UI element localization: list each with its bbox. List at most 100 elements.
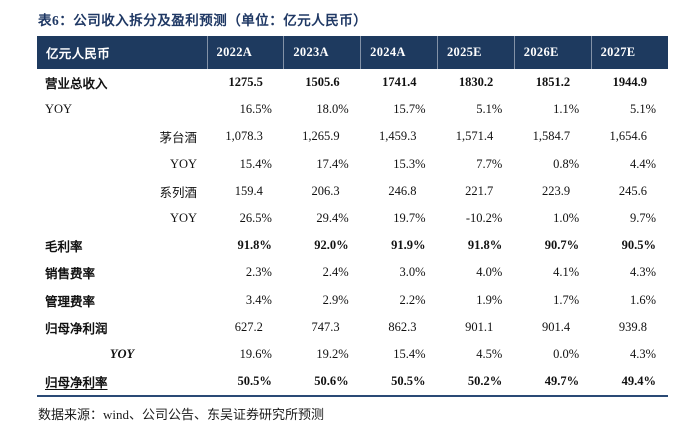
cell-value: 206.3 xyxy=(311,183,340,198)
cell-value: 4.4% xyxy=(629,156,656,171)
cell-value: 50.5% xyxy=(391,374,426,389)
table-row: YOY 16.5% 18.0% 15.7% 5.1% 1.1% 5.1% xyxy=(37,96,668,123)
cell-value: 91.9% xyxy=(391,238,426,253)
cell-value: 4.0% xyxy=(476,265,503,280)
cell-value: 627.2 xyxy=(234,319,263,334)
cell-value: 1830.2 xyxy=(458,75,494,90)
cell-value: 159.4 xyxy=(234,183,263,198)
cell-value: 246.8 xyxy=(388,183,417,198)
row-label: 茅台酒 xyxy=(159,131,198,146)
cell-value: 1.1% xyxy=(553,102,580,117)
cell-value: 90.7% xyxy=(544,238,580,253)
cell-value: 4.1% xyxy=(553,265,580,280)
cell-value: 15.4% xyxy=(239,156,272,171)
cell-value: 91.8% xyxy=(237,238,272,253)
cell-value: 0.0% xyxy=(553,346,580,361)
header-cell-year: 2024A xyxy=(360,36,438,69)
table-header-row: 亿元人民币 2022A 2023A 2024A 2025E 2026E 2027E xyxy=(37,36,668,69)
cell-value: 1,265.9 xyxy=(302,129,340,144)
row-label: YOY xyxy=(109,346,135,361)
cell-value: 1,459.3 xyxy=(378,129,417,144)
revenue-forecast-table: 亿元人民币 2022A 2023A 2024A 2025E 2026E 2027E 营业总收… xyxy=(37,36,668,398)
table-row: 系列酒 159.4 206.3 246.8 221.7 223.9 245.6 xyxy=(37,178,668,205)
table-row: 管理费率 3.4% 2.9% 2.2% 1.9% 1.7% 1.6% xyxy=(37,287,668,314)
cell-value: 19.7% xyxy=(393,211,426,226)
row-label: 营业总收入 xyxy=(45,77,108,92)
cell-value: 1944.9 xyxy=(612,75,647,90)
cell-value: 1,584.7 xyxy=(532,129,571,144)
header-cell-year: 2022A xyxy=(206,36,284,69)
cell-value: 92.0% xyxy=(314,238,349,253)
table-row: 营业总收入 1275.5 1505.6 1741.4 1830.2 1851.2 1944.… xyxy=(37,69,668,96)
cell-value: 4.3% xyxy=(629,346,656,361)
cell-value: 49.7% xyxy=(544,374,580,389)
cell-value: 2.3% xyxy=(245,265,272,280)
header-cell-year: 2023A xyxy=(283,36,361,69)
cell-value: 1851.2 xyxy=(535,75,571,90)
cell-value: 15.4% xyxy=(393,346,426,361)
row-label: 系列酒 xyxy=(159,185,198,200)
table-row: 归母净利润 627.2 747.3 862.3 901.1 901.4 939.8 xyxy=(37,314,668,341)
cell-value: 29.4% xyxy=(316,211,349,226)
data-source-note: 数据来源：wind、公司公告、东吴证券研究所预测 xyxy=(38,407,325,423)
row-label: YOY xyxy=(169,156,198,171)
cell-value: 2.4% xyxy=(322,265,349,280)
cell-value: 1.9% xyxy=(476,292,503,307)
row-label: YOY xyxy=(45,102,73,117)
table-row: YOY 19.6% 19.2% 15.4% 4.5% 0.0% 4.3% xyxy=(37,341,668,368)
cell-value: 5.1% xyxy=(629,102,656,117)
cell-value: 3.4% xyxy=(245,292,272,307)
table-row: 毛利率 91.8% 92.0% 91.9% 91.8% 90.7% 90.5% xyxy=(37,232,668,259)
header-cell-unit: 亿元人民币 xyxy=(37,36,208,69)
cell-value: 1275.5 xyxy=(228,75,263,90)
table-row: 茅台酒 1,078.3 1,265.9 1,459.3 1,571.4 1,584.7 1,… xyxy=(37,123,668,150)
header-cell-year: 2027E xyxy=(590,36,668,69)
cell-value: 3.0% xyxy=(399,265,426,280)
cell-value: 747.3 xyxy=(311,319,340,334)
cell-value: 19.2% xyxy=(316,346,349,361)
row-label: 毛利率 xyxy=(45,240,83,255)
cell-value: 0.8% xyxy=(553,156,580,171)
cell-value: 26.5% xyxy=(239,211,272,226)
cell-value: 1,571.4 xyxy=(455,129,494,144)
cell-value: 1.7% xyxy=(553,292,580,307)
cell-value: 9.7% xyxy=(629,211,656,226)
table-row: 销售费率 2.3% 2.4% 3.0% 4.0% 4.1% 4.3% xyxy=(37,259,668,286)
cell-value: 1,078.3 xyxy=(225,129,263,144)
cell-value: 862.3 xyxy=(388,319,417,334)
cell-value: 901.4 xyxy=(541,319,571,334)
cell-value: 50.5% xyxy=(237,374,272,389)
cell-value: 1741.4 xyxy=(382,75,417,90)
table-row: 归母净利率 50.5% 50.6% 50.5% 50.2% 49.7% 49.4% xyxy=(37,368,668,396)
cell-value: 19.6% xyxy=(239,346,272,361)
row-label: 管理费率 xyxy=(45,294,96,309)
row-label: 销售费率 xyxy=(45,267,96,282)
table-title: 表6：公司收入拆分及盈利预测（单位：亿元人民币） xyxy=(38,13,368,28)
row-label: YOY xyxy=(169,211,198,226)
cell-value: 1.0% xyxy=(553,211,580,226)
cell-value: 1505.6 xyxy=(305,75,340,90)
cell-value: 5.1% xyxy=(476,102,503,117)
cell-value: 90.5% xyxy=(621,238,656,253)
cell-value: 50.6% xyxy=(314,374,349,389)
header-cell-year: 2025E xyxy=(436,36,515,69)
cell-value: 1.6% xyxy=(629,292,656,307)
cell-value: 4.5% xyxy=(476,346,503,361)
cell-value: 50.2% xyxy=(467,374,503,389)
cell-value: 2.2% xyxy=(399,292,426,307)
cell-value: 91.8% xyxy=(467,238,503,253)
cell-value: 7.7% xyxy=(476,156,503,171)
cell-value: 939.8 xyxy=(618,319,647,334)
table-row: YOY 15.4% 17.4% 15.3% 7.7% 0.8% 4.4% xyxy=(37,151,668,178)
table-row: YOY 26.5% 29.4% 19.7% -10.2% 1.0% 9.7% xyxy=(37,205,668,232)
cell-value: 223.9 xyxy=(541,183,571,198)
cell-value: 2.9% xyxy=(322,292,349,307)
cell-value: 15.7% xyxy=(393,102,426,117)
header-cell-year: 2026E xyxy=(513,36,592,69)
cell-value: 49.4% xyxy=(621,374,656,389)
cell-value: -10.2% xyxy=(465,211,503,226)
cell-value: 901.1 xyxy=(465,319,494,334)
row-label: 归母净利润 xyxy=(45,321,108,336)
cell-value: 4.3% xyxy=(629,265,656,280)
